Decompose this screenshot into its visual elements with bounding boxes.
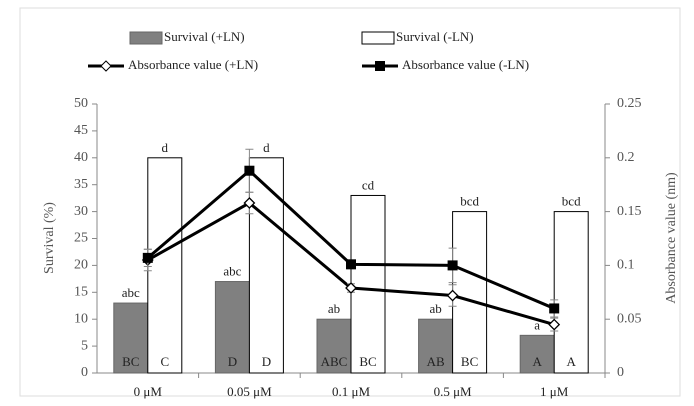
y2-tick-label: 0 (617, 365, 624, 380)
bar-bottom-label: AB (427, 354, 445, 369)
y2-axis-label: Absorbance value (nm) (664, 172, 679, 304)
legend-label: Survival (+LN) (164, 29, 245, 44)
bar (113, 302, 149, 374)
bar (147, 157, 183, 374)
x-tick-label: 0.5 μM (434, 384, 472, 399)
legend-marker (100, 60, 112, 72)
x-tick-label: 0.1 μM (332, 384, 370, 399)
bar (316, 318, 352, 374)
legend-label: Absorbance value (-LN) (402, 57, 529, 72)
marker (549, 303, 560, 314)
bar-top-label: d (263, 140, 270, 155)
bar-bottom-label: D (262, 354, 271, 369)
x-tick-label: 0 μM (134, 384, 163, 399)
bar-bottom-label: ABC (321, 354, 348, 369)
x-tick-label: 1 μM (540, 384, 569, 399)
x-tick-label: 0.05 μM (227, 384, 272, 399)
bar (452, 211, 488, 374)
bar-top-label: abc (122, 285, 140, 300)
bar-top-label: a (534, 317, 540, 332)
marker (446, 289, 459, 302)
bar-bottom-label: BC (461, 354, 478, 369)
marker (345, 282, 357, 294)
y-tick-label: 35 (74, 177, 88, 192)
bar (553, 211, 589, 374)
bar-bottom-label: A (533, 354, 543, 369)
bar-bottom-label: BC (359, 354, 376, 369)
legend-marker (375, 61, 385, 71)
marker (142, 252, 153, 263)
y-tick-label: 45 (74, 123, 88, 138)
y2-tick-label: 0.05 (617, 311, 642, 326)
marker (447, 260, 458, 271)
y-tick-label: 15 (74, 285, 88, 300)
legend-label: Survival (-LN) (396, 29, 474, 44)
legend-swatch (129, 31, 163, 45)
bar (350, 194, 386, 374)
bar-top-label: abc (223, 264, 241, 279)
y-tick-label: 0 (81, 365, 88, 380)
y-tick-label: 5 (81, 338, 88, 353)
y-tick-label: 40 (74, 150, 88, 165)
y-tick-label: 25 (74, 231, 88, 246)
bar-bottom-label: D (228, 354, 237, 369)
bar-top-label: bcd (460, 194, 479, 209)
bar-top-label: cd (362, 177, 375, 192)
legend-swatch (361, 31, 395, 45)
y2-tick-label: 0.25 (617, 96, 642, 111)
bar-top-label: bcd (562, 194, 581, 209)
bar-top-label: d (162, 140, 169, 155)
y2-tick-label: 0.1 (617, 258, 635, 273)
bar-bottom-label: C (160, 354, 169, 369)
y-tick-label: 50 (74, 96, 88, 111)
y-tick-label: 10 (74, 311, 88, 326)
y-tick-label: 20 (74, 258, 88, 273)
bar (418, 318, 454, 374)
marker (244, 165, 255, 176)
y2-tick-label: 0.2 (617, 150, 635, 165)
bar-top-label: ab (328, 301, 340, 316)
y2-tick-label: 0.15 (617, 204, 642, 219)
marker (243, 197, 256, 209)
bar-bottom-label: BC (122, 354, 139, 369)
bar-top-label: ab (429, 301, 441, 316)
bar (248, 157, 284, 374)
chart-frame (19, 7, 681, 397)
y-axis-label: Survival (%) (42, 202, 57, 274)
y-tick-label: 30 (74, 204, 88, 219)
bar (214, 281, 250, 374)
bar-bottom-label: A (567, 354, 577, 369)
legend-label: Absorbance value (+LN) (128, 57, 258, 72)
bar (519, 334, 555, 374)
marker (548, 318, 561, 331)
marker (346, 259, 356, 270)
